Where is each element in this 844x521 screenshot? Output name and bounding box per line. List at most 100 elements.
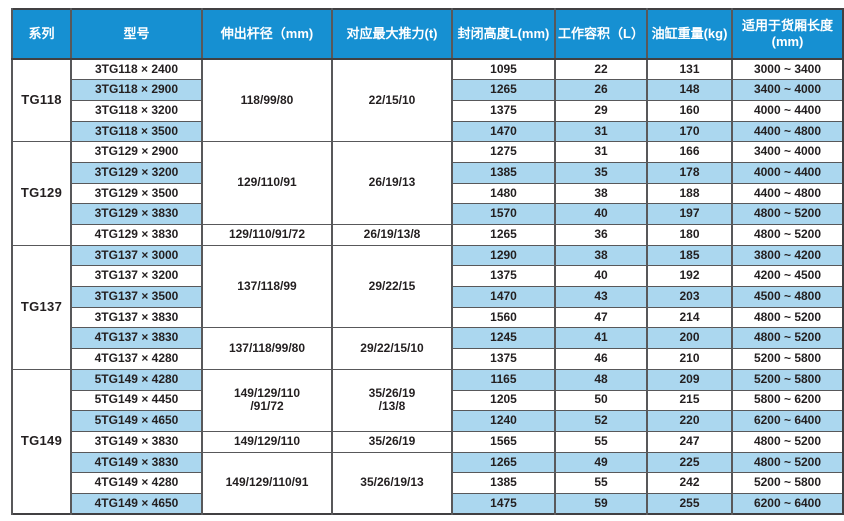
rod-cell: 129/110/91/72 — [201, 224, 332, 246]
model-cell: 3TG118 × 2900 — [70, 79, 202, 101]
box-length-cell: 4800 ~ 5200 — [731, 451, 843, 473]
series-cell: TG149 — [11, 368, 71, 515]
cylinder-weight-cell: 178 — [646, 161, 732, 184]
series-cell: TG137 — [11, 244, 71, 370]
box-length-cell: 4400 ~ 4800 — [731, 182, 843, 204]
box-length-cell: 5200 ~ 5800 — [731, 368, 843, 390]
box-length-cell: 4500 ~ 4800 — [731, 286, 843, 308]
rod-cell: 149/129/110/91 — [201, 451, 332, 515]
box-length-cell: 4800 ~ 5200 — [731, 224, 843, 246]
model-cell: 4TG149 × 4650 — [70, 492, 202, 515]
cylinder-weight-cell: 160 — [646, 99, 732, 122]
closed-height-cell: 1245 — [451, 327, 555, 349]
model-cell: 4TG129 × 3830 — [70, 224, 202, 246]
closed-height-cell: 1560 — [451, 306, 555, 328]
cylinder-weight-cell: 203 — [646, 286, 732, 308]
rod-cell: 149/129/110 — [201, 430, 332, 453]
thrust-cell: 35/26/19/13 — [331, 451, 452, 515]
model-cell: 3TG129 × 3500 — [70, 182, 202, 204]
working-volume-cell: 52 — [554, 410, 647, 432]
box-length-cell: 3400 ~ 4000 — [731, 79, 843, 101]
closed-height-cell: 1205 — [451, 389, 555, 411]
rod-cell: 137/118/99/80 — [201, 327, 332, 370]
working-volume-cell: 35 — [554, 161, 647, 184]
cylinder-weight-cell: 170 — [646, 120, 732, 142]
thrust-cell: 26/19/13/8 — [331, 224, 452, 246]
table-row: 3TG118 × 3200 1375 29 160 4000 ~ 4400 — [12, 99, 843, 122]
table-row: 3TG118 × 2900 1265 26 148 3400 ~ 4000 — [12, 79, 843, 101]
table-row: 5TG149 × 4650 1240 52 220 6200 ~ 6400 — [12, 410, 843, 432]
model-cell: 5TG149 × 4450 — [70, 389, 202, 411]
cylinder-weight-cell: 131 — [646, 58, 732, 80]
model-cell: 3TG118 × 2400 — [70, 58, 202, 80]
cylinder-weight-cell: 166 — [646, 141, 732, 163]
working-volume-cell: 29 — [554, 99, 647, 122]
cylinder-weight-cell: 247 — [646, 430, 732, 453]
thrust-cell: 22/15/10 — [331, 58, 452, 142]
closed-height-cell: 1265 — [451, 79, 555, 101]
cylinder-weight-cell: 188 — [646, 182, 732, 204]
cylinder-weight-cell: 242 — [646, 472, 732, 494]
box-length-cell: 6200 ~ 6400 — [731, 410, 843, 432]
box-length-cell: 3800 ~ 4200 — [731, 244, 843, 266]
working-volume-cell: 41 — [554, 327, 647, 349]
box-length-cell: 5200 ~ 5800 — [731, 348, 843, 370]
table-row: 5TG149 × 4450 1205 50 215 5800 ~ 6200 — [12, 389, 843, 411]
series-cell: TG118 — [11, 58, 71, 142]
working-volume-cell: 48 — [554, 368, 647, 390]
header-model: 型号 — [70, 9, 202, 60]
closed-height-cell: 1470 — [451, 120, 555, 142]
closed-height-cell: 1565 — [451, 430, 555, 453]
closed-height-cell: 1095 — [451, 58, 555, 80]
model-cell: 4TG149 × 3830 — [70, 451, 202, 473]
box-length-cell: 5800 ~ 6200 — [731, 389, 843, 411]
box-length-cell: 4000 ~ 4400 — [731, 99, 843, 122]
box-length-cell: 4200 ~ 4500 — [731, 265, 843, 287]
thrust-cell: 35/26/19 — [331, 430, 452, 453]
table-row: 3TG129 × 3200 1385 35 178 4000 ~ 4400 — [12, 161, 843, 184]
thrust-cell: 26/19/13 — [331, 141, 452, 225]
cylinder-weight-cell: 200 — [646, 327, 732, 349]
closed-height-cell: 1385 — [451, 161, 555, 184]
closed-height-cell: 1275 — [451, 141, 555, 163]
closed-height-cell: 1240 — [451, 410, 555, 432]
header-working-volume: 工作容积（L） — [554, 9, 647, 60]
working-volume-cell: 59 — [554, 492, 647, 515]
closed-height-cell: 1470 — [451, 286, 555, 308]
box-length-cell: 5200 ~ 5800 — [731, 472, 843, 494]
working-volume-cell: 31 — [554, 120, 647, 142]
model-cell: 3TG137 × 3500 — [70, 286, 202, 308]
working-volume-cell: 40 — [554, 203, 647, 225]
model-cell: 3TG129 × 3200 — [70, 161, 202, 184]
closed-height-cell: 1475 — [451, 492, 555, 515]
cylinder-weight-cell: 220 — [646, 410, 732, 432]
box-length-cell: 4800 ~ 5200 — [731, 306, 843, 328]
cylinder-weight-cell: 148 — [646, 79, 732, 101]
cylinder-weight-cell: 192 — [646, 265, 732, 287]
cylinder-weight-cell: 197 — [646, 203, 732, 225]
header-series: 系列 — [11, 9, 71, 60]
header-rod-diameter: 伸出杆径（mm) — [201, 9, 332, 60]
spec-table: 系列 型号 伸出杆径（mm) 对应最大推力(t) 封闭高度L(mm) 工作容积（… — [11, 8, 844, 516]
working-volume-cell: 40 — [554, 265, 647, 287]
box-length-cell: 4800 ~ 5200 — [731, 203, 843, 225]
closed-height-cell: 1375 — [451, 99, 555, 122]
cylinder-weight-cell: 214 — [646, 306, 732, 328]
cylinder-weight-cell: 210 — [646, 348, 732, 370]
model-cell: 3TG137 × 3000 — [70, 244, 202, 266]
header-row: 系列 型号 伸出杆径（mm) 对应最大推力(t) 封闭高度L(mm) 工作容积（… — [11, 9, 843, 60]
closed-height-cell: 1375 — [451, 265, 555, 287]
closed-height-cell: 1570 — [451, 203, 555, 225]
table-row: 4TG149 × 4650 1475 59 255 6200 ~ 6400 — [12, 492, 843, 515]
table-row: TG129 3TG129 × 2900 129/110/91 26/19/13 … — [11, 141, 843, 246]
working-volume-cell: 36 — [554, 224, 647, 246]
box-length-cell: 4400 ~ 4800 — [731, 120, 843, 142]
model-cell: 4TG137 × 4280 — [70, 348, 202, 370]
working-volume-cell: 38 — [554, 182, 647, 204]
box-length-cell: 3000 ~ 3400 — [731, 58, 843, 80]
cylinder-weight-cell: 185 — [646, 244, 732, 266]
working-volume-cell: 55 — [554, 430, 647, 453]
working-volume-cell: 38 — [554, 244, 647, 266]
table-row: 3TG137 × 3830 1560 47 214 4800 ~ 5200 — [12, 306, 843, 328]
table-row: 3TG118 × 3500 1470 31 170 4400 ~ 4800 — [12, 120, 843, 142]
